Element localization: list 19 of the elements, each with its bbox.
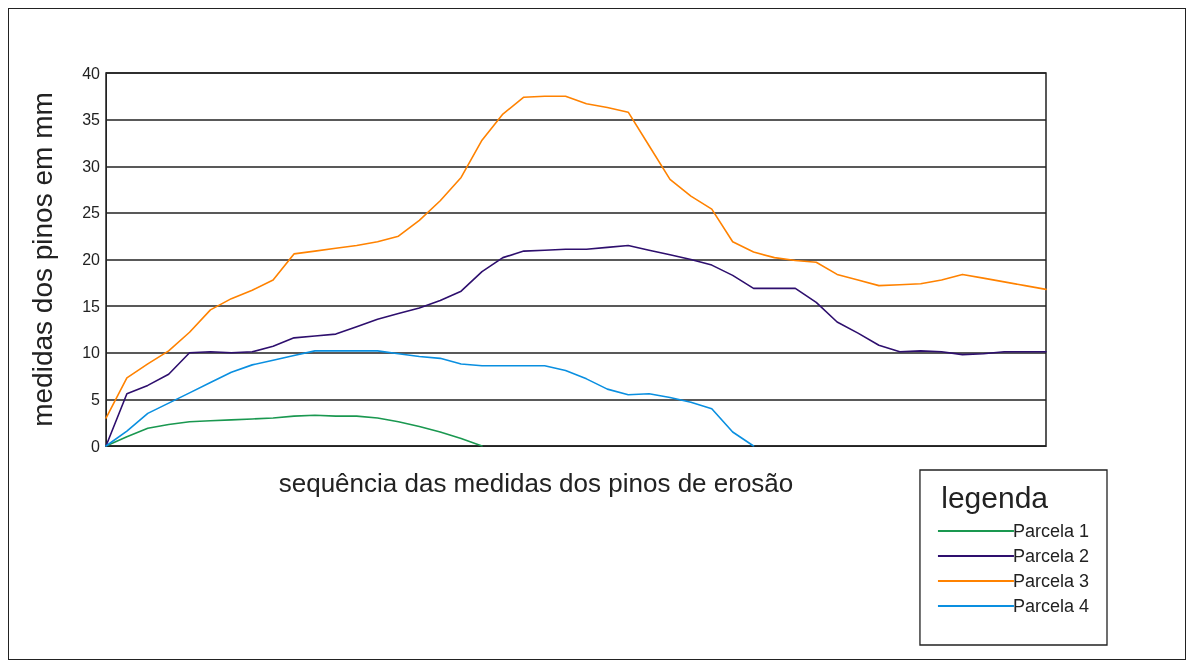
y-axis-title: medidas dos pinos em mm: [26, 92, 58, 427]
y-tick-label: 40: [82, 64, 101, 82]
legend-label: Parcela 1: [1012, 521, 1089, 541]
legend-title: legenda: [941, 480, 1049, 514]
line-series: [105, 95, 1047, 419]
y-tick-label: 5: [91, 390, 101, 408]
y-tick-label: 30: [82, 157, 101, 175]
legend-label: Parcela 3: [1012, 571, 1089, 591]
legend-label: Parcela 4: [1012, 596, 1089, 616]
line-series: [105, 350, 755, 447]
y-tick-label: 10: [82, 344, 101, 362]
y-tick-label: 35: [82, 111, 101, 129]
y-tick-label: 25: [82, 204, 101, 222]
y-tick-label: 15: [82, 297, 101, 315]
x-axis-title: sequência das medidas dos pinos de erosão: [278, 468, 794, 498]
line-series: [105, 414, 483, 447]
y-tick-label: 20: [82, 251, 101, 268]
legend-label: Parcela 2: [1012, 546, 1089, 566]
y-tick-label: 0: [91, 437, 101, 455]
